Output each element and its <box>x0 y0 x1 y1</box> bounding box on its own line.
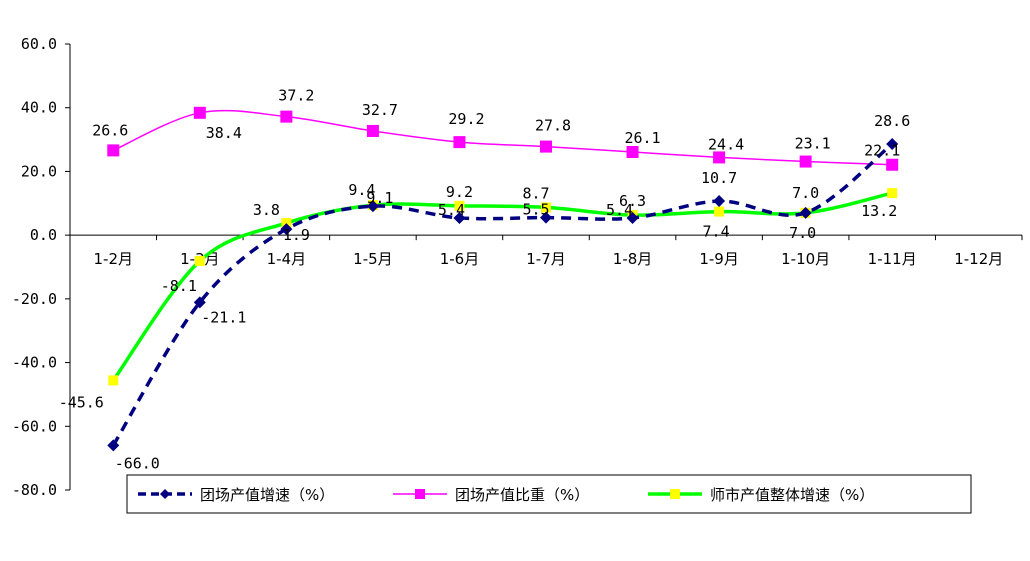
series-1-point <box>107 144 120 157</box>
series-0-point <box>193 296 206 309</box>
data-label: 3.8 <box>253 201 280 219</box>
series-0-point <box>626 211 639 224</box>
x-tick-label: 1-5月 <box>353 250 393 268</box>
data-label: 23.1 <box>795 135 831 153</box>
series-0-point <box>280 223 293 236</box>
data-label: 8.7 <box>522 184 549 202</box>
data-label: 7.0 <box>789 224 816 242</box>
data-label: -45.6 <box>59 393 104 411</box>
series-2-point <box>108 375 119 386</box>
series-1-point <box>540 140 552 153</box>
legend: 团场产值增速（%） 团场产值比重（%） 师市产值整体增速（%） <box>126 474 972 514</box>
series-line-0 <box>111 142 894 447</box>
x-tick-label: 1-4月 <box>267 250 307 268</box>
data-label: 5.4 <box>438 201 465 219</box>
legend-marker <box>415 489 425 499</box>
data-label: -66.0 <box>115 454 160 472</box>
data-label: -8.1 <box>161 277 197 295</box>
data-label: 26.1 <box>624 129 660 147</box>
y-tick-label: -20.0 <box>12 290 57 308</box>
data-label: 27.8 <box>535 117 571 135</box>
x-tick-label: 1-2月 <box>94 250 134 268</box>
data-label: 38.4 <box>206 124 242 142</box>
x-tick-label: 1-12月 <box>954 250 1003 268</box>
data-label: 22.1 <box>864 142 900 160</box>
data-label: 1.9 <box>283 226 310 244</box>
series-0-point <box>886 138 899 151</box>
x-tick-label: 1-6月 <box>440 250 480 268</box>
y-tick-label: 0.0 <box>30 226 57 244</box>
data-label: 26.6 <box>92 121 128 139</box>
x-tick-label: 1-7月 <box>526 250 566 268</box>
series-1-point <box>799 155 812 168</box>
x-tick-label: 1-8月 <box>613 250 653 268</box>
series-0-point <box>366 200 379 213</box>
data-label: 32.7 <box>362 101 398 119</box>
data-label: 6.3 <box>619 192 646 210</box>
y-tick-label: 60.0 <box>21 35 57 53</box>
data-label: 5.4 <box>606 201 633 219</box>
data-label: 9.1 <box>366 189 393 207</box>
data-label: -21.1 <box>201 308 246 326</box>
series-2-point <box>887 188 898 199</box>
series-1-point <box>453 136 466 149</box>
series-2-point <box>541 202 551 213</box>
y-tick-label: -80.0 <box>12 481 57 499</box>
data-label: 7.0 <box>792 184 819 202</box>
y-tick-label: -60.0 <box>12 417 57 435</box>
legend-marker <box>670 489 680 499</box>
legend-box <box>126 474 972 514</box>
data-label: 37.2 <box>278 87 314 105</box>
series-1-point <box>886 158 899 171</box>
y-tick-label: 20.0 <box>21 162 57 180</box>
data-label: 28.6 <box>874 112 910 130</box>
series-lines <box>107 106 899 452</box>
series-0-point <box>540 211 552 224</box>
data-label: 9.4 <box>348 181 375 199</box>
y-tick-label: 40.0 <box>21 99 57 117</box>
series-1-point <box>193 106 206 119</box>
series-line-2 <box>111 191 893 382</box>
series-2-point <box>714 206 725 217</box>
x-tick-label: 1-11月 <box>868 250 917 268</box>
legend-label: 团场产值比重（%） <box>455 486 589 504</box>
series-1-point <box>626 145 639 158</box>
legend-label: 团场产值增速（%） <box>200 486 334 504</box>
axes: 60.0 40.0 20.0 0.0 -20.0 -40.0 -60.0 -80.0 1-2月 1… <box>12 35 1023 499</box>
series-0-point <box>799 206 812 219</box>
series-2-point <box>454 200 465 211</box>
y-tick-label: -40.0 <box>12 354 57 372</box>
data-label: 5.5 <box>522 201 549 219</box>
x-tick-label: 1-10月 <box>781 250 830 268</box>
series-0-point <box>453 211 466 224</box>
series-0-point <box>107 439 120 452</box>
series-2-point <box>194 255 205 266</box>
series-1-point <box>713 151 726 164</box>
series-2-point <box>281 218 292 229</box>
data-label: 29.2 <box>448 110 484 128</box>
series-0-point <box>713 195 726 208</box>
series-1-point <box>366 124 379 137</box>
x-tick-label: 1-9月 <box>699 250 739 268</box>
data-label: 9.2 <box>446 183 473 201</box>
series-1-point <box>280 110 293 123</box>
legend-marker <box>160 489 170 499</box>
data-label: 13.2 <box>861 202 897 220</box>
legend-label: 师市产值整体增速（%） <box>710 486 874 504</box>
data-label: 24.4 <box>708 135 744 153</box>
data-label: 10.7 <box>701 169 737 187</box>
data-label: 7.4 <box>703 223 730 241</box>
series-line-1 <box>112 109 893 166</box>
data-labels: -66.0 -21.1 1.9 9.1 5.4 5.5 5.4 10.7 7.0 28.6 26.6… <box>59 87 911 473</box>
